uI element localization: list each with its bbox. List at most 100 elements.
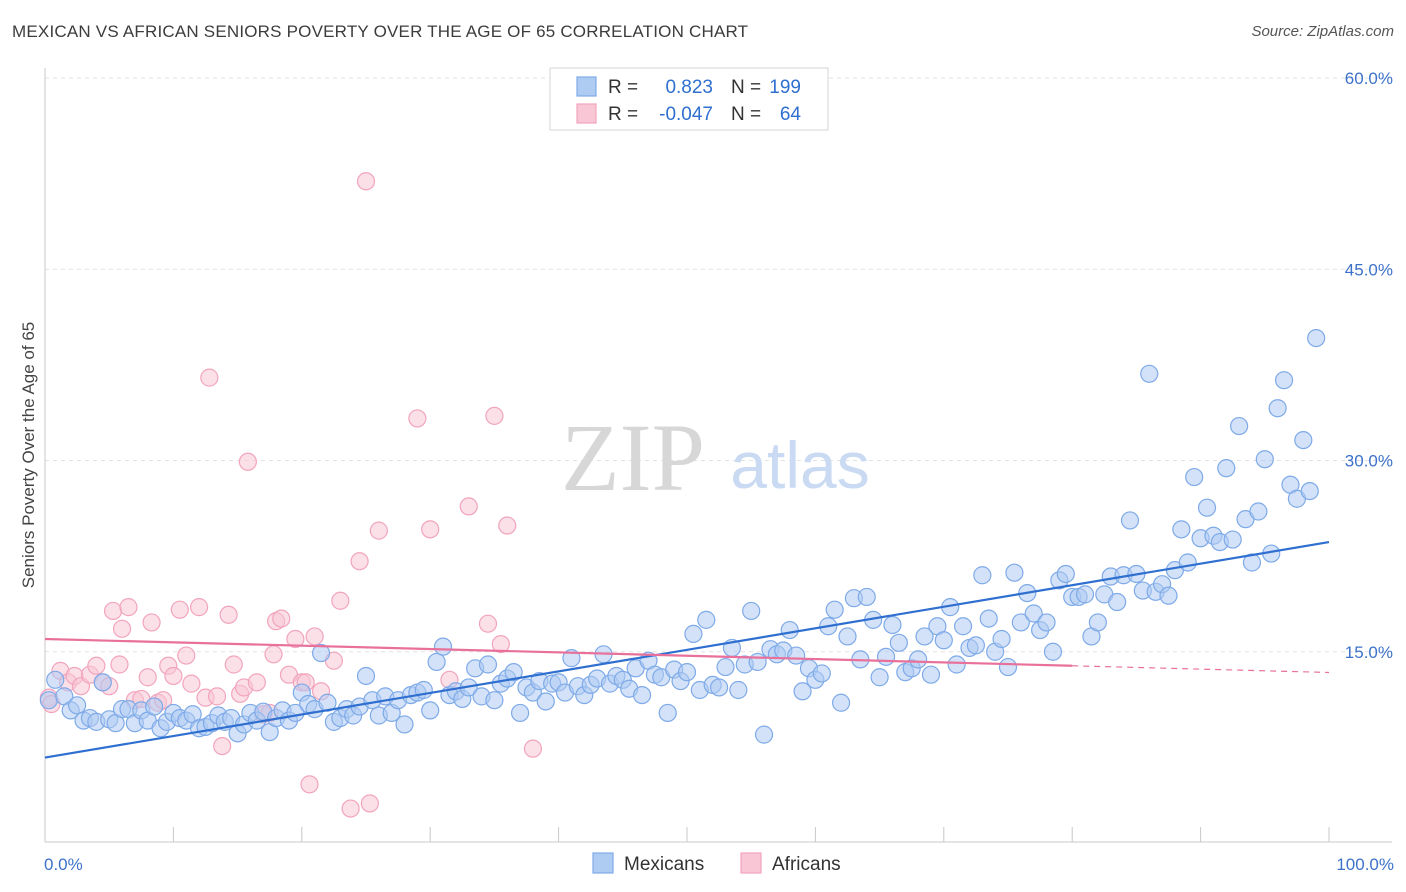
- data-point-mexicans: [870, 668, 889, 687]
- data-point-africans: [200, 368, 219, 387]
- data-point-mexicans: [677, 663, 697, 682]
- data-point-mexicans: [1172, 520, 1191, 539]
- data-point-mexicans: [998, 657, 1018, 677]
- data-point-mexicans: [485, 691, 504, 710]
- data-point-mexicans: [787, 646, 806, 665]
- data-point-mexicans: [1217, 459, 1236, 478]
- data-point-mexicans: [536, 692, 555, 711]
- data-point-mexicans: [478, 655, 498, 674]
- x-tick-label-min: 0.0%: [44, 855, 83, 874]
- data-point-africans: [87, 656, 106, 675]
- data-point-mexicans: [1255, 450, 1274, 469]
- data-point-mexicans: [1088, 613, 1107, 632]
- bottom-legend: Mexicans Africans: [592, 852, 841, 875]
- watermark: ZIP atlas: [561, 404, 870, 511]
- y-tick-label: 30.0%: [1345, 452, 1393, 471]
- data-point-mexicans: [145, 697, 164, 716]
- x-tick-label-max: 100.0%: [1336, 855, 1394, 874]
- y-tick-label: 45.0%: [1345, 260, 1393, 279]
- data-point-mexicans: [684, 624, 703, 644]
- data-point-africans: [341, 799, 360, 818]
- data-point-africans: [213, 736, 232, 756]
- data-point-mexicans: [1274, 371, 1294, 390]
- data-point-mexicans: [729, 680, 748, 700]
- data-point-africans: [305, 627, 324, 646]
- data-point-mexicans: [510, 703, 530, 723]
- data-point-africans: [498, 516, 517, 535]
- data-point-mexicans: [876, 647, 896, 666]
- data-point-mexicans: [1159, 586, 1178, 605]
- data-point-mexicans: [953, 617, 973, 636]
- data-point-africans: [182, 674, 201, 693]
- data-point-mexicans: [1056, 564, 1075, 584]
- data-point-mexicans: [356, 666, 376, 686]
- data-point-africans: [164, 666, 183, 686]
- legend-r-label: R =: [608, 77, 638, 98]
- x-ticks: [44, 827, 1330, 842]
- data-point-africans: [408, 409, 427, 428]
- data-point-mexicans: [838, 627, 857, 646]
- data-point-mexicans: [1197, 498, 1217, 517]
- data-point-mexicans: [742, 601, 761, 621]
- data-point-mexicans: [1043, 642, 1063, 661]
- data-point-africans: [110, 655, 129, 674]
- data-point-mexicans: [1300, 482, 1319, 501]
- data-point-mexicans: [966, 636, 986, 655]
- data-point-mexicans: [1120, 511, 1140, 530]
- y-tick-label: 60.0%: [1345, 69, 1393, 88]
- data-point-mexicans: [812, 664, 831, 683]
- data-point-africans: [478, 614, 498, 633]
- bottom-legend-label-africans: Africans: [772, 854, 841, 875]
- data-point-mexicans: [1185, 467, 1204, 487]
- data-point-mexicans: [1223, 530, 1242, 549]
- data-point-mexicans: [427, 652, 446, 672]
- data-point-mexicans: [921, 665, 941, 684]
- data-point-mexicans: [1140, 364, 1159, 383]
- data-point-mexicans: [632, 685, 652, 705]
- data-point-mexicans: [883, 615, 902, 635]
- data-point-africans: [142, 613, 161, 632]
- data-point-mexicans: [93, 673, 112, 692]
- data-point-mexicans: [1230, 416, 1249, 436]
- trend-lines: [44, 541, 1330, 759]
- data-point-africans: [459, 497, 478, 516]
- legend-swatch-mexicans: [576, 76, 597, 97]
- bottom-legend-swatch-mexicans: [592, 852, 614, 874]
- legend-swatch-africans: [576, 103, 597, 124]
- legend-box: R = 0.823 N = 199 R = -0.047 N = 64: [549, 67, 829, 131]
- data-point-africans: [485, 406, 504, 425]
- data-point-africans: [272, 609, 291, 628]
- data-point-mexicans: [39, 691, 58, 710]
- data-point-africans: [421, 520, 440, 539]
- data-point-mexicans: [780, 620, 799, 640]
- legend-r-value-africans: -0.047: [659, 104, 713, 125]
- data-point-africans: [264, 645, 283, 664]
- data-point-africans: [300, 775, 319, 794]
- data-point-mexicans: [947, 655, 966, 674]
- data-point-africans: [360, 794, 379, 813]
- bottom-legend-swatch-africans: [740, 852, 762, 874]
- data-point-mexicans: [1075, 585, 1095, 604]
- data-point-mexicans: [709, 678, 729, 697]
- data-point-mexicans: [857, 587, 876, 607]
- data-point-africans: [138, 668, 157, 687]
- data-point-mexicans: [754, 725, 774, 744]
- data-point-mexicans: [716, 657, 735, 677]
- watermark-zip: ZIP: [561, 404, 705, 511]
- data-point-mexicans: [421, 701, 440, 720]
- data-point-africans: [103, 601, 123, 621]
- legend-r-value-mexicans: 0.823: [665, 77, 713, 98]
- data-point-mexicans: [748, 652, 767, 672]
- trend-line-africans: [44, 637, 1073, 667]
- data-point-mexicans: [311, 643, 331, 663]
- data-point-mexicans: [889, 633, 908, 652]
- data-point-mexicans: [1011, 613, 1030, 632]
- data-point-africans: [286, 629, 305, 649]
- data-point-mexicans: [46, 670, 65, 689]
- data-point-mexicans: [1037, 613, 1056, 632]
- data-point-africans: [177, 646, 196, 665]
- legend-n-value-mexicans: 199: [769, 77, 801, 98]
- watermark-atlas: atlas: [730, 428, 869, 502]
- data-point-mexicans: [973, 566, 992, 585]
